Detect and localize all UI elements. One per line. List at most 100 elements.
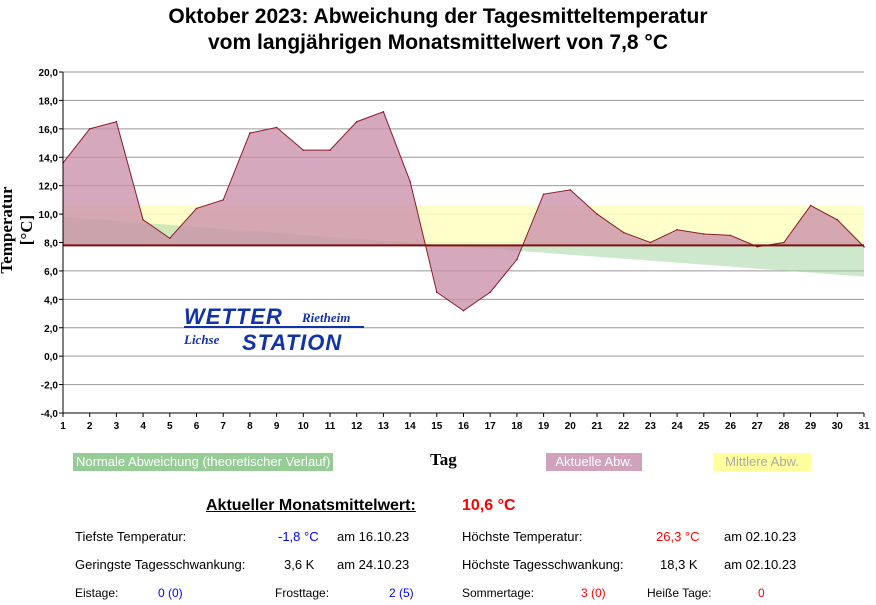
x-tick-label: 19 xyxy=(538,421,550,432)
y-tick-label: 0,0 xyxy=(44,352,58,363)
actual-deviation-area xyxy=(63,111,864,311)
data-point xyxy=(729,234,732,237)
title-line-2: vom langjährigen Monatsmittelwert von 7,… xyxy=(208,31,668,54)
chart-title: Oktober 2023: Abweichung der Tagesmittel… xyxy=(0,4,876,56)
data-point xyxy=(783,241,785,244)
x-tick-label: 31 xyxy=(858,421,870,432)
data-point xyxy=(542,193,545,195)
min-temp-label: Tiefste Temperatur: xyxy=(75,529,187,544)
logo: WETTER Rietheim Lichse STATION xyxy=(184,304,364,356)
x-tick-label: 14 xyxy=(405,421,417,432)
data-point xyxy=(836,218,839,221)
x-tick-label: 7 xyxy=(220,421,226,432)
max-temp-label: Höchste Temperatur: xyxy=(462,529,583,544)
x-tick-label: 9 xyxy=(274,421,280,432)
y-tick-label: 14,0 xyxy=(39,153,59,164)
data-point xyxy=(409,180,411,183)
data-point xyxy=(195,207,198,210)
y-axis-label: Temperatur [°C] xyxy=(0,186,36,274)
x-tick-label: 11 xyxy=(325,421,336,432)
max-temp-date: am 02.10.23 xyxy=(724,529,797,544)
data-point xyxy=(222,199,224,201)
y-tick-label: -4,0 xyxy=(41,409,59,420)
summer-days-label: Sommertage: xyxy=(462,586,535,600)
min-range-value: 3,6 K xyxy=(284,557,315,572)
x-tick-label: 23 xyxy=(645,421,657,432)
y-tick-label: 18,0 xyxy=(39,96,59,107)
data-point xyxy=(382,110,385,113)
x-tick-label: 25 xyxy=(698,421,710,432)
data-point xyxy=(355,120,358,123)
x-tick-label: 13 xyxy=(378,421,390,432)
data-point xyxy=(703,233,705,235)
logo-word-1: WETTER xyxy=(184,304,283,329)
min-temp-date: am 16.10.23 xyxy=(337,529,410,544)
x-tick-label: 21 xyxy=(591,421,603,432)
data-point xyxy=(329,149,331,151)
x-tick-label: 18 xyxy=(511,421,523,432)
max-range-value: 18,3 K xyxy=(660,557,698,572)
data-point xyxy=(516,258,518,261)
min-temp-value: -1,8 °C xyxy=(278,529,319,544)
min-range-label: Geringste Tagesschwankung: xyxy=(75,557,246,572)
logo-place-1: Rietheim xyxy=(302,310,351,325)
x-tick-label: 29 xyxy=(805,421,817,432)
data-point xyxy=(489,291,492,294)
data-point xyxy=(622,231,625,234)
x-tick-label: 27 xyxy=(752,421,764,432)
data-point xyxy=(863,245,865,248)
x-tick-label: 6 xyxy=(194,421,200,432)
x-tick-label: 4 xyxy=(140,421,146,432)
hot-days-value: 0 xyxy=(758,586,765,600)
monthly-mean-label: Aktueller Monatsmittelwert: xyxy=(206,497,416,514)
x-tick-label: 30 xyxy=(832,421,844,432)
x-tick-label: 2 xyxy=(87,421,93,432)
x-tick-label: 20 xyxy=(565,421,577,432)
max-range-date: am 02.10.23 xyxy=(724,557,797,572)
data-point xyxy=(569,189,572,191)
y-tick-label: 16,0 xyxy=(39,125,59,136)
data-point xyxy=(436,291,438,294)
min-range-date: am 24.10.23 xyxy=(337,557,410,572)
data-point xyxy=(142,218,144,221)
y-tick-label: 12,0 xyxy=(39,182,59,193)
x-tick-label: 10 xyxy=(298,421,310,432)
x-tick-label: 3 xyxy=(114,421,120,432)
x-tick-label: 17 xyxy=(485,421,497,432)
x-tick-label: 8 xyxy=(247,421,253,432)
data-point xyxy=(249,132,251,134)
data-point xyxy=(275,126,278,129)
x-tick-label: 28 xyxy=(778,421,790,432)
y-tick-label: 20,0 xyxy=(39,68,59,79)
legend-actual: Aktuelle Abw. xyxy=(546,453,642,471)
data-point xyxy=(756,245,758,248)
max-temp-value: 26,3 °C xyxy=(656,529,700,544)
max-range-label: Höchste Tagesschwankung: xyxy=(462,557,624,572)
monthly-mean-value: 10,6 °C xyxy=(462,497,516,514)
x-tick-label: 12 xyxy=(351,421,363,432)
y-tick-label: -2,0 xyxy=(41,381,59,392)
ice-days-label: Eistage: xyxy=(75,586,119,600)
data-point xyxy=(676,228,678,231)
x-axis-label: Tag xyxy=(430,450,457,469)
x-tick-label: 22 xyxy=(618,421,630,432)
legend-normal: Normale Abweichung (theoretischer Verlau… xyxy=(73,453,334,471)
data-point xyxy=(809,204,812,207)
data-point xyxy=(302,149,305,151)
chart: -4,0 -2,0 0,0 2,0 4,0 6,0 8,0 10,0 12,0 14,0 16,0 1… xyxy=(39,68,870,432)
hot-days-label: Heiße Tage: xyxy=(647,586,712,600)
data-point xyxy=(169,237,171,240)
data-point xyxy=(462,309,465,312)
x-tick-label: 16 xyxy=(458,421,470,432)
legend-mean: Mittlere Abw. xyxy=(713,453,811,471)
x-tick-label: 26 xyxy=(725,421,737,432)
y-tick-label: 2,0 xyxy=(44,324,58,335)
x-tick-label: 24 xyxy=(672,421,684,432)
data-point xyxy=(88,128,91,130)
data-point xyxy=(596,213,598,215)
ice-days-value: 0 (0) xyxy=(158,586,183,600)
y-tick-label: 6,0 xyxy=(44,267,58,278)
x-tick-label: 5 xyxy=(167,421,173,432)
y-tick-label: 10,0 xyxy=(39,210,59,221)
frost-days-label: Frosttage: xyxy=(275,586,330,600)
